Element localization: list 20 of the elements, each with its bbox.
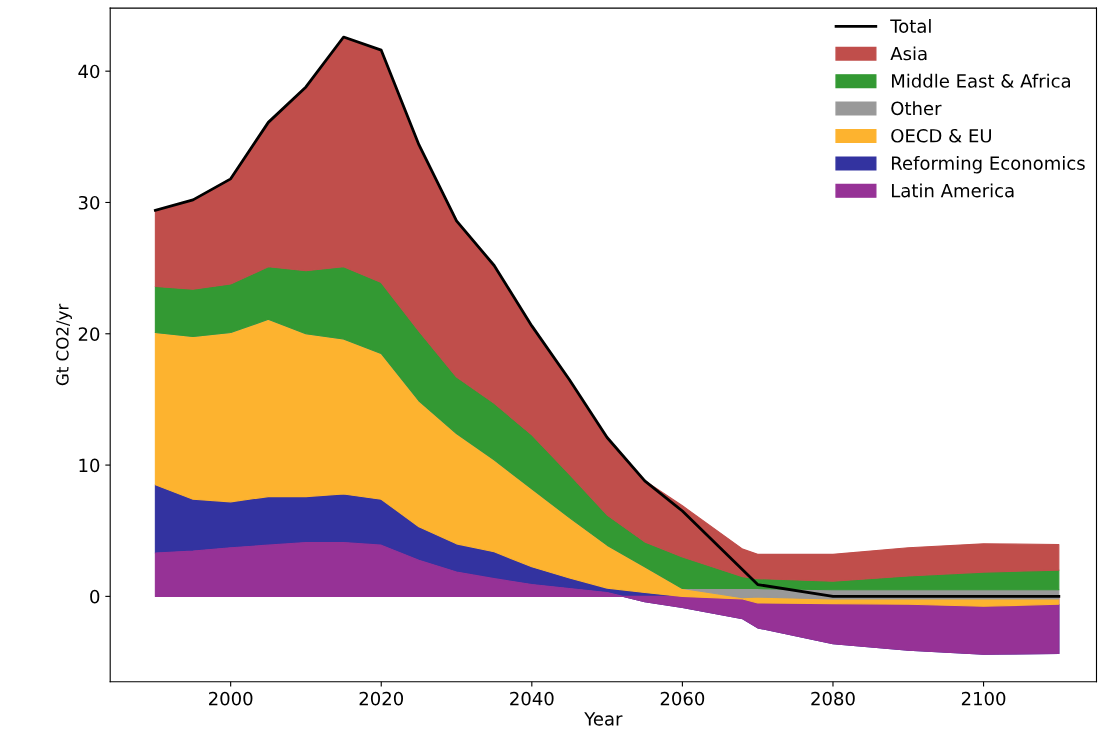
y-tick-label: 10 [79,458,100,473]
y-axis-title: Gt CO2/yr [56,303,72,386]
x-tick-label: 2020 [359,691,404,706]
y-tick-label: 30 [78,195,100,210]
y-tick-label: 0 [90,589,100,604]
y-tick-label: 40 [78,64,100,79]
legend-label: Middle East & Africa [892,73,1070,88]
x-tick-label: 2100 [961,691,1006,706]
x-tick-label: 2040 [510,691,554,706]
legend-label: Other [891,101,942,116]
legend-label: OECD & EU [891,128,991,143]
legend-label: Total [890,18,931,33]
x-tick-label: 2060 [660,691,705,706]
legend-label: Asia [890,46,927,61]
x-axis-title: Year [584,712,623,726]
x-tick-label: 2080 [811,691,855,706]
x-tick-label: 2000 [209,691,253,706]
legend-label: Reforming Economics [892,156,1085,174]
y-tick-label: 20 [78,327,100,341]
legend-label: Latin America [892,183,1014,198]
